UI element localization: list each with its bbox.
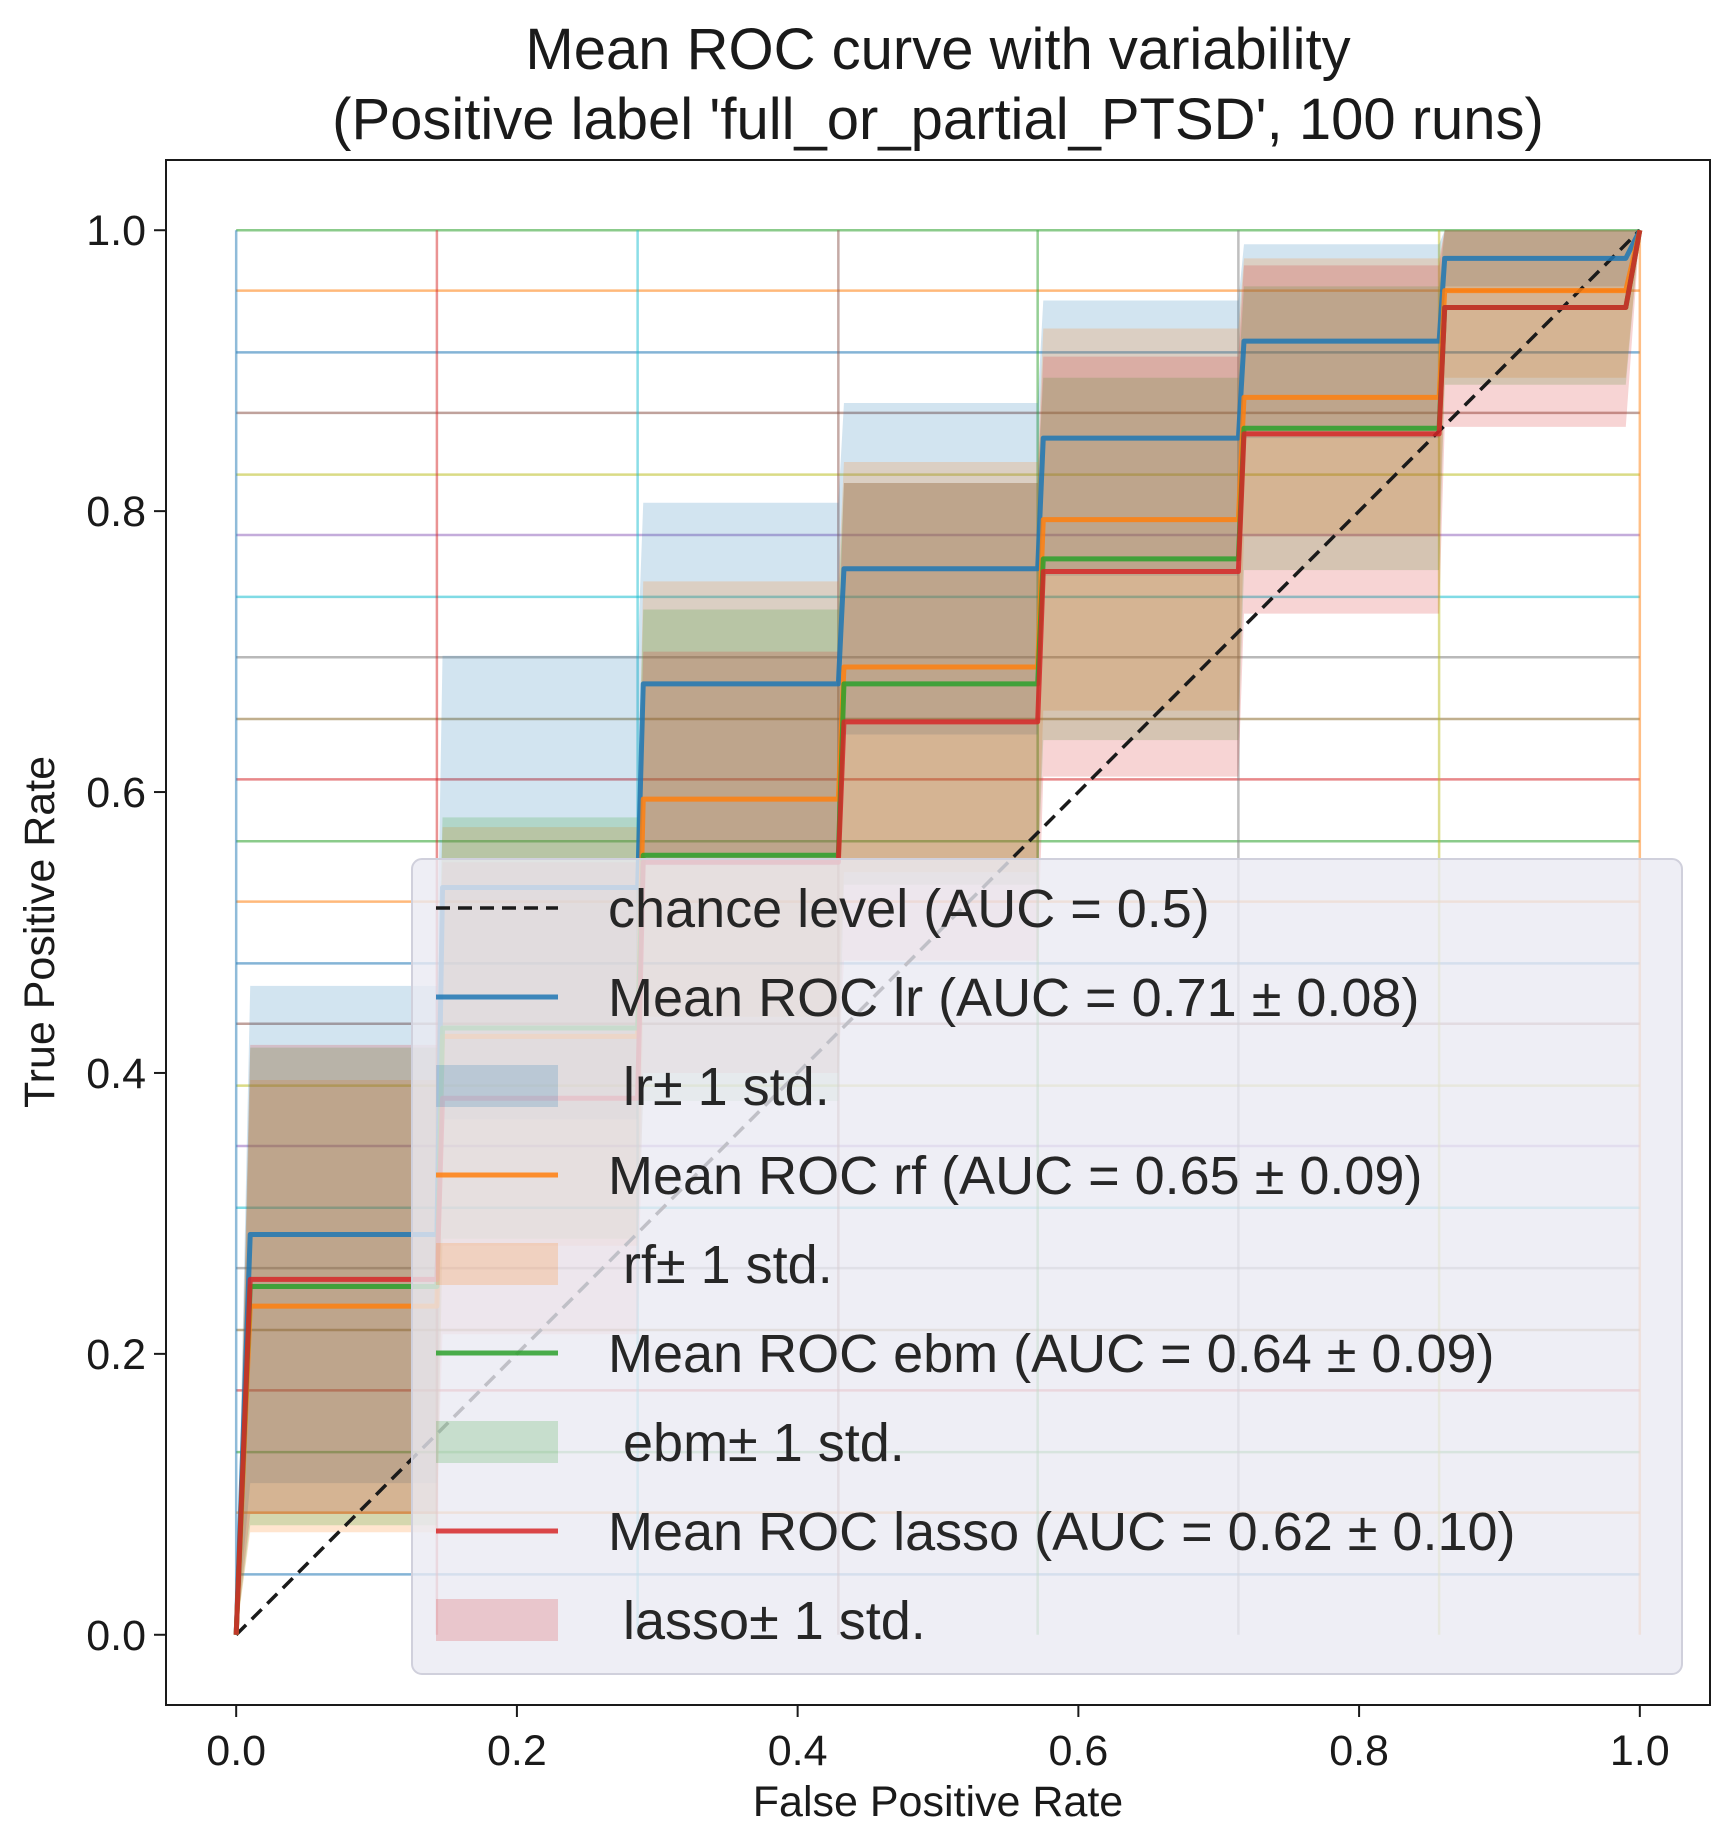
legend-label: lr± 1 std. — [608, 1057, 830, 1117]
x-tick-label: 0.4 — [768, 1727, 828, 1775]
legend-label: ebm± 1 std. — [608, 1413, 905, 1473]
y-tick-label: 0.4 — [86, 1050, 146, 1098]
chart-title-line-1: Mean ROC curve with variability — [525, 17, 1350, 82]
legend-band-swatch — [436, 1599, 558, 1641]
y-axis-label: True Positive Rate — [16, 756, 64, 1108]
legend-label: Mean ROC ebm (AUC = 0.64 ± 0.09) — [608, 1324, 1495, 1384]
legend-label: chance level (AUC = 0.5) — [608, 879, 1210, 939]
plot-frame — [165, 159, 1711, 1706]
x-axis-ticks: 0.0 0.2 0.4 0.6 0.8 1.0 — [206, 1705, 1670, 1775]
legend-label: lasso± 1 std. — [608, 1591, 926, 1651]
x-tick-label: 0.0 — [206, 1727, 266, 1775]
y-tick-label: 0.2 — [86, 1331, 146, 1379]
legend-band-swatch — [436, 1243, 558, 1285]
x-axis-label: False Positive Rate — [753, 1778, 1123, 1826]
legend-label: rf± 1 std. — [608, 1235, 833, 1295]
y-tick-label: 1.0 — [86, 207, 146, 255]
legend-label: Mean ROC rf (AUC = 0.65 ± 0.09) — [608, 1146, 1422, 1206]
chart-title-line-2: (Positive label 'full_or_partial_PTSD', … — [332, 87, 1544, 152]
legend-band-swatch — [436, 1421, 558, 1463]
x-tick-label: 0.2 — [487, 1727, 547, 1775]
chart-title: Mean ROC curve with variability (Positiv… — [332, 17, 1544, 152]
legend-band-swatch — [436, 1065, 558, 1107]
legend-label: Mean ROC lasso (AUC = 0.62 ± 0.10) — [608, 1502, 1516, 1562]
y-tick-label: 0.6 — [86, 769, 146, 817]
legend-box — [411, 858, 1683, 1675]
legend-label: Mean ROC lr (AUC = 0.71 ± 0.08) — [608, 968, 1419, 1028]
y-tick-label: 0.0 — [86, 1612, 146, 1660]
x-tick-label: 0.6 — [1048, 1727, 1108, 1775]
y-axis-ticks: 0.0 0.2 0.4 0.6 0.8 1.0 — [86, 207, 166, 1660]
y-tick-label: 0.8 — [86, 488, 146, 536]
legend: chance level (AUC = 0.5) Mean ROC lr (AUC… — [411, 858, 1683, 1675]
x-tick-label: 1.0 — [1610, 1727, 1670, 1775]
x-tick-label: 0.8 — [1329, 1727, 1389, 1775]
